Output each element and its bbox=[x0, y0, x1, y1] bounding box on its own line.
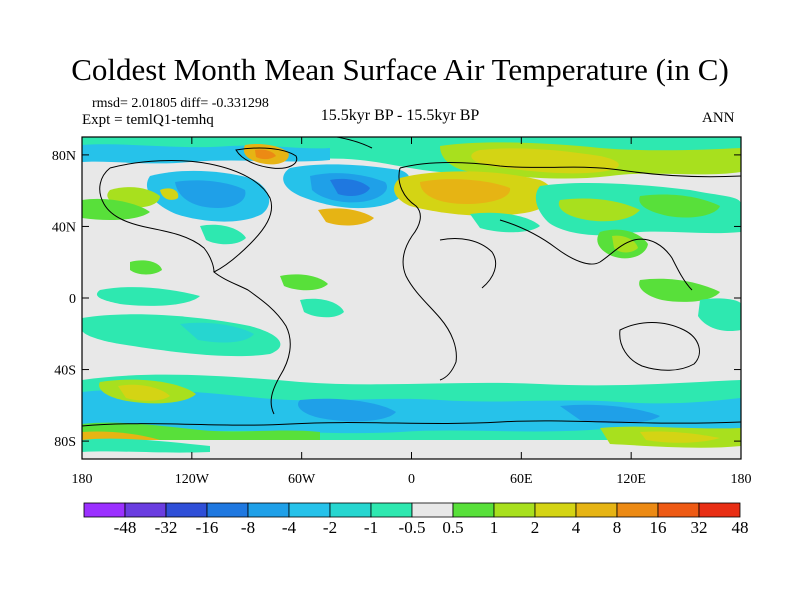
field-southern-ocean bbox=[82, 374, 741, 459]
colorbar-swatch bbox=[616, 502, 659, 518]
lon-tick-label: 0 bbox=[408, 472, 415, 487]
field-arctic bbox=[82, 137, 741, 179]
colorbar-swatch bbox=[411, 502, 454, 518]
colorbar-swatch bbox=[206, 502, 249, 518]
colorbar-label: 8 bbox=[613, 518, 622, 537]
lat-tick-label: 80N bbox=[52, 149, 76, 164]
colorbar-label: 0.5 bbox=[442, 518, 463, 537]
colorbar-label: -16 bbox=[196, 518, 219, 537]
colorbar-label: 2 bbox=[531, 518, 540, 537]
colorbar-swatch bbox=[288, 502, 331, 518]
colorbar-swatch bbox=[698, 502, 741, 518]
colorbar-swatch bbox=[370, 502, 413, 518]
season-label: ANN bbox=[702, 110, 735, 126]
lat-tick-label: 0 bbox=[69, 292, 76, 307]
colorbar-label: 32 bbox=[691, 518, 708, 537]
coastlines bbox=[82, 137, 741, 427]
lat-tick-label: 40N bbox=[52, 220, 76, 235]
lat-tick-label: 40S bbox=[54, 364, 76, 379]
stats-text: rmsd= 2.01805 diff= -0.331298 bbox=[92, 96, 269, 111]
lon-tick-label: 60E bbox=[510, 472, 533, 487]
colorbar-label: 4 bbox=[572, 518, 581, 537]
colorbar-swatch bbox=[452, 502, 495, 518]
page-title: Coldest Month Mean Surface Air Temperatu… bbox=[71, 52, 729, 87]
colorbar-label: -1 bbox=[364, 518, 378, 537]
colorbar-label: 16 bbox=[650, 518, 667, 537]
temperature-map bbox=[82, 137, 741, 459]
colorbar-swatch bbox=[657, 502, 700, 518]
colorbar-label: -8 bbox=[241, 518, 255, 537]
colorbar-swatch bbox=[247, 502, 290, 518]
colorbar-swatch bbox=[124, 502, 167, 518]
lon-tick-group: 180 120W 60W 0 60E 120E 180 bbox=[72, 137, 752, 487]
experiment-label: Expt = temlQ1-temhq bbox=[82, 112, 214, 128]
field-tropics bbox=[82, 260, 741, 357]
lon-tick-label: 120W bbox=[175, 472, 210, 487]
colorbar: -48 -32 -16 -8 -4 -2 -1 -0.5 0.5 1 2 4 8 16 32 48 bbox=[83, 502, 749, 537]
lon-tick-label: 60W bbox=[288, 472, 316, 487]
colorbar-swatch bbox=[575, 502, 618, 518]
colorbar-label: -0.5 bbox=[399, 518, 426, 537]
lon-tick-label: 180 bbox=[72, 472, 93, 487]
colorbar-label: 48 bbox=[732, 518, 749, 537]
colorbar-swatch bbox=[83, 502, 126, 518]
lat-tick-label: 80S bbox=[54, 435, 76, 450]
field-north-atlantic bbox=[283, 164, 411, 226]
colorbar-swatch bbox=[493, 502, 536, 518]
colorbar-swatch bbox=[165, 502, 208, 518]
lon-tick-label: 180 bbox=[731, 472, 752, 487]
lon-tick-label: 120E bbox=[616, 472, 646, 487]
colorbar-label: -4 bbox=[282, 518, 297, 537]
field-eurasia bbox=[394, 171, 741, 259]
colorbar-swatch bbox=[329, 502, 372, 518]
colorbar-label: 1 bbox=[490, 518, 499, 537]
lat-tick-group: 80N 40N 0 40S 80S bbox=[52, 149, 741, 450]
colorbar-swatch bbox=[534, 502, 577, 518]
field-north-america bbox=[82, 170, 270, 245]
period-label: 15.5kyr BP - 15.5kyr BP bbox=[320, 107, 480, 124]
colorbar-label: -48 bbox=[114, 518, 137, 537]
colorbar-label: -2 bbox=[323, 518, 337, 537]
colorbar-label: -32 bbox=[155, 518, 178, 537]
